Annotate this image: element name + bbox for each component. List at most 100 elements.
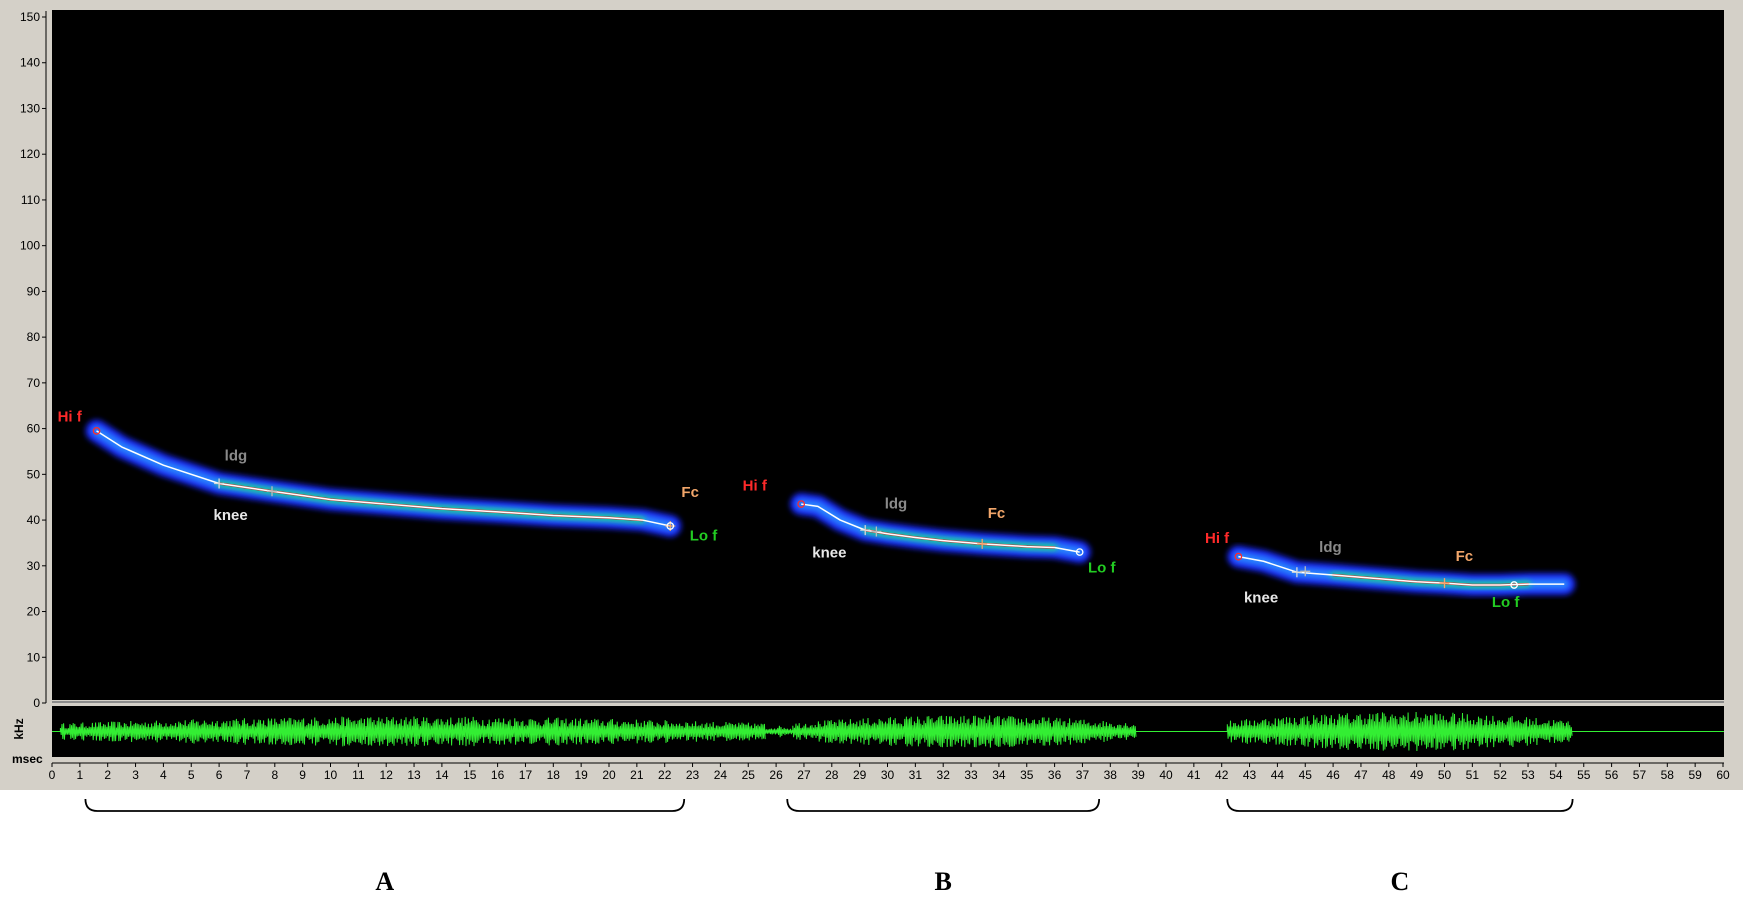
x-tick-label: 46	[1326, 768, 1340, 782]
x-tick-label: 27	[797, 768, 811, 782]
marker-hif-B	[797, 500, 806, 508]
marker-fc-B	[977, 538, 988, 549]
y-tick-label: 150	[20, 10, 40, 24]
x-tick-label: 59	[1688, 768, 1702, 782]
x-axis-label: msec	[12, 752, 43, 766]
x-tick-label: 13	[407, 768, 421, 782]
x-tick-label: 29	[853, 768, 867, 782]
marker-ldg-B	[871, 526, 882, 537]
annotation-label: Fc	[988, 505, 1006, 522]
x-tick-label: 22	[658, 768, 672, 782]
y-tick-label: 120	[20, 147, 40, 161]
x-tick-label: 32	[937, 768, 951, 782]
x-tick-label: 55	[1577, 768, 1591, 782]
chart-frame	[0, 0, 1743, 790]
marker-ldg-C	[1300, 566, 1311, 577]
y-tick-label: 110	[21, 193, 40, 207]
x-tick-label: 30	[881, 768, 895, 782]
x-tick-label: 26	[769, 768, 783, 782]
x-tick-label: 16	[491, 768, 505, 782]
y-tick-label: 80	[27, 330, 41, 344]
x-tick-label: 17	[519, 768, 533, 782]
annotation-label: Lo f	[690, 528, 718, 545]
x-tick-label: 10	[324, 768, 338, 782]
x-tick-label: 19	[574, 768, 588, 782]
x-tick-label: 28	[825, 768, 839, 782]
annotation-label: Hi f	[743, 477, 768, 494]
x-tick-label: 44	[1271, 768, 1285, 782]
x-tick-label: 43	[1243, 768, 1257, 782]
x-tick-label: 40	[1159, 768, 1173, 782]
x-tick-label: 23	[686, 768, 700, 782]
y-axis-label: kHz	[12, 718, 26, 739]
x-tick-label: 57	[1633, 768, 1647, 782]
x-tick-label: 52	[1494, 768, 1508, 782]
marker-fc-C	[1439, 578, 1450, 589]
annotation-label: knee	[214, 507, 248, 524]
waveform-burst-42.2	[1226, 711, 1573, 752]
x-tick-label: 21	[630, 768, 644, 782]
call-trace-C	[1238, 555, 1565, 586]
call-markers	[92, 427, 1518, 589]
annotation-label: Hi f	[1205, 530, 1230, 547]
y-tick-label: 140	[20, 56, 40, 70]
marker-lof-C	[1510, 581, 1518, 589]
annotation-label: ldg	[885, 496, 908, 513]
group-label-A: A	[375, 867, 394, 896]
annotation-label: Lo f	[1088, 560, 1116, 577]
x-tick-label: 14	[435, 768, 449, 782]
x-tick-label: 34	[992, 768, 1006, 782]
x-tick-label: 50	[1438, 768, 1452, 782]
annotation-label: Fc	[681, 484, 699, 501]
x-tick-label: 25	[742, 768, 756, 782]
x-tick-label: 58	[1661, 768, 1675, 782]
x-tick-label: 47	[1354, 768, 1368, 782]
x-tick-label: 45	[1299, 768, 1313, 782]
annotation-label: Fc	[1456, 548, 1474, 565]
waveform-burst-25.6	[764, 725, 794, 738]
x-tick-label: 8	[271, 768, 278, 782]
x-tick-label: 5	[188, 768, 195, 782]
bracket-C	[1226, 798, 1574, 812]
group-label-C: C	[1391, 867, 1410, 896]
x-tick-label: 49	[1410, 768, 1424, 782]
marker-ldg-A	[267, 486, 278, 497]
call-group-brackets: A B C	[84, 798, 1574, 896]
annotation-label: knee	[812, 545, 846, 562]
x-tick-label: 12	[380, 768, 394, 782]
x-tick-label: 36	[1048, 768, 1062, 782]
annotation-label: ldg	[225, 448, 248, 465]
y-tick-label: 100	[20, 239, 40, 253]
call-trace-B	[801, 503, 1080, 553]
call-traces	[96, 430, 1565, 586]
marker-lof-B	[1075, 548, 1084, 556]
marker-hif-C	[1234, 552, 1243, 561]
y-tick-label: 70	[27, 376, 41, 390]
waveform-burst-26.6	[792, 715, 1137, 748]
x-tick-label: 54	[1549, 768, 1563, 782]
x-tick-label: 15	[463, 768, 477, 782]
y-tick-label: 60	[27, 422, 41, 436]
x-tick-label: 18	[547, 768, 561, 782]
y-tick-label: 30	[27, 559, 41, 573]
y-tick-label: 50	[27, 467, 41, 481]
annotation-label: Lo f	[1492, 594, 1520, 611]
y-tick-label: 20	[27, 605, 41, 619]
x-tick-label: 9	[299, 768, 306, 782]
marker-knee-A	[214, 478, 225, 489]
x-tick-label: 4	[160, 768, 167, 782]
x-tick-label: 11	[352, 768, 365, 782]
x-tick-label: 33	[964, 768, 978, 782]
x-tick-label: 35	[1020, 768, 1034, 782]
call-trace-A	[96, 430, 671, 527]
x-tick-label: 51	[1466, 768, 1480, 782]
x-tick-label: 42	[1215, 768, 1229, 782]
x-tick-label: 41	[1187, 768, 1201, 782]
x-tick-label: 56	[1605, 768, 1619, 782]
marker-hif-A	[92, 427, 101, 435]
spectrogram-area	[52, 10, 1724, 700]
bracket-A	[84, 798, 686, 812]
y-tick-label: 40	[27, 513, 41, 527]
x-tick-label: 24	[714, 768, 728, 782]
